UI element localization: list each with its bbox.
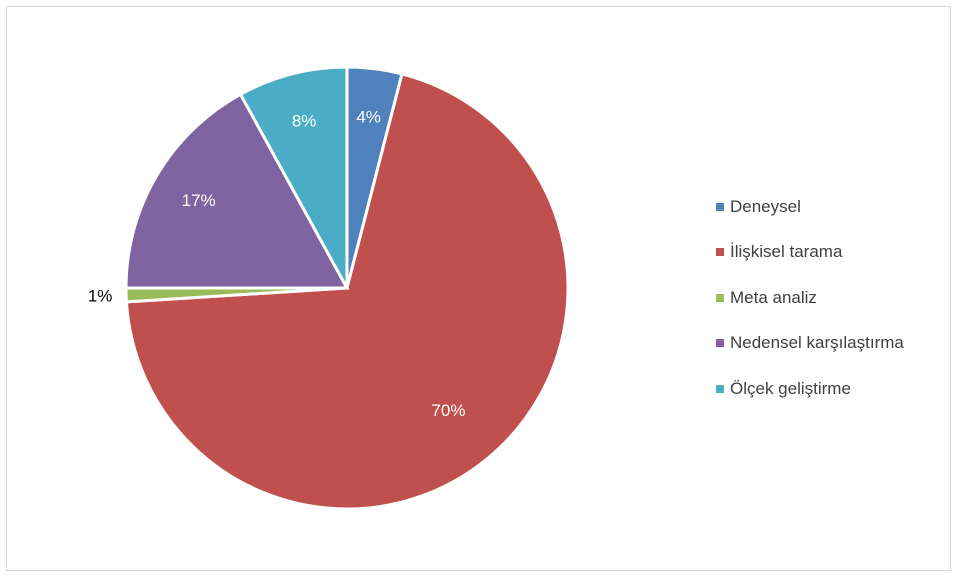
- data-label-olcek-gelistirme: 8%: [292, 112, 317, 131]
- pie-data-labels: 4% 70% 1% 17% 8%: [88, 107, 466, 420]
- data-label-iliskisel-tarama: 70%: [431, 401, 465, 420]
- legend-item-olcek-gelistirme: Ölçek geliştirme: [716, 366, 904, 412]
- data-label-meta-analiz: 1%: [88, 286, 113, 305]
- legend: Deneysel İlişkisel tarama Meta analiz Ne…: [716, 184, 904, 412]
- pie-slices: [124, 65, 570, 511]
- legend-item-nedensel-karsilastirma: Nedensel karşılaştırma: [716, 321, 904, 367]
- pie-slice-iliskisel-tarama: [124, 72, 570, 511]
- data-label-deneysel: 4%: [356, 107, 381, 126]
- pie-slice-olcek-gelistirme: [238, 65, 349, 289]
- legend-swatch: [716, 339, 724, 348]
- pie-slice-nedensel-karsilastirma: [124, 92, 350, 290]
- legend-swatch: [716, 248, 724, 257]
- legend-item-meta-analiz: Meta analiz: [716, 275, 904, 321]
- legend-label: Ölçek geliştirme: [730, 378, 851, 398]
- legend-item-iliskisel-tarama: İlişkisel tarama: [716, 230, 904, 276]
- legend-label: Deneysel: [730, 196, 801, 216]
- legend-swatch: [716, 384, 724, 393]
- data-label-nedensel-karsilastirma: 17%: [182, 191, 216, 210]
- legend-item-deneysel: Deneysel: [716, 184, 904, 230]
- legend-label: Nedensel karşılaştırma: [730, 333, 904, 353]
- legend-swatch: [716, 202, 724, 211]
- legend-label: İlişkisel tarama: [730, 242, 843, 262]
- legend-swatch: [716, 293, 724, 302]
- legend-label: Meta analiz: [730, 287, 817, 307]
